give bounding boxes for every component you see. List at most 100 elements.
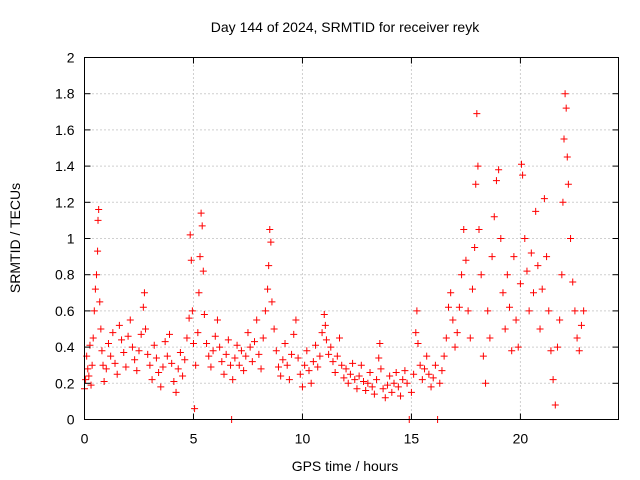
data-point — [556, 316, 564, 324]
data-point — [401, 367, 409, 375]
data-point — [242, 352, 250, 360]
data-point — [376, 339, 384, 347]
data-point — [224, 336, 232, 344]
data-point — [277, 372, 285, 380]
data-point — [364, 379, 372, 387]
data-point — [251, 338, 259, 346]
data-point — [131, 356, 139, 364]
data-point — [561, 90, 569, 98]
data-point — [551, 401, 559, 409]
data-point — [246, 343, 254, 351]
data-point — [231, 354, 239, 362]
y-tick-label: 2 — [67, 50, 75, 66]
data-point — [377, 365, 385, 373]
data-point — [346, 370, 354, 378]
data-point — [559, 198, 567, 206]
data-point — [244, 329, 252, 337]
y-tick-labels: 0 0.2 0.4 0.6 0.8 1 1.2 1.4 1.6 1.8 2 — [55, 50, 75, 428]
data-point — [458, 271, 466, 279]
data-point — [109, 329, 117, 337]
data-point — [264, 285, 272, 293]
data-point — [547, 347, 555, 355]
x-axis-label: GPS time / hours — [292, 458, 399, 474]
data-point — [296, 370, 304, 378]
data-point — [107, 352, 115, 360]
data-point — [168, 359, 176, 367]
data-point — [298, 383, 306, 391]
data-point — [527, 249, 535, 257]
data-point — [403, 379, 411, 387]
data-point — [229, 376, 237, 384]
data-point — [283, 361, 291, 369]
data-point — [425, 370, 433, 378]
data-point — [140, 289, 148, 297]
data-point — [120, 349, 128, 357]
data-point — [327, 343, 335, 351]
data-point — [442, 334, 450, 342]
data-point — [472, 180, 480, 188]
data-point — [503, 271, 511, 279]
data-point — [340, 374, 348, 382]
data-point — [325, 350, 333, 358]
data-points — [81, 90, 588, 423]
data-point — [268, 298, 276, 306]
data-point — [573, 334, 581, 342]
data-point — [318, 329, 326, 337]
data-point — [545, 307, 553, 315]
data-point — [142, 325, 150, 333]
data-point — [124, 332, 132, 340]
data-point — [259, 334, 267, 342]
data-point — [368, 383, 376, 391]
data-point — [484, 307, 492, 315]
data-point — [146, 361, 154, 369]
data-point — [508, 347, 516, 355]
data-point — [94, 216, 102, 224]
data-point — [84, 365, 92, 373]
data-point — [95, 206, 103, 214]
data-point — [199, 267, 207, 275]
data-point — [386, 372, 394, 380]
data-point — [532, 207, 540, 215]
data-point — [534, 262, 542, 270]
data-point — [482, 379, 490, 387]
data-point — [113, 370, 121, 378]
data-point — [198, 222, 206, 230]
data-point — [279, 356, 287, 364]
data-point — [410, 370, 418, 378]
data-point — [139, 303, 147, 311]
data-point — [370, 390, 378, 398]
data-point — [265, 262, 273, 270]
axis-ticks — [84, 57, 619, 420]
data-point — [207, 363, 215, 371]
data-point — [418, 376, 426, 384]
data-point — [194, 329, 202, 337]
data-point — [357, 361, 365, 369]
data-point — [188, 307, 196, 315]
data-point — [521, 235, 529, 242]
data-point — [355, 372, 363, 380]
y-tick-label: 0.2 — [55, 375, 75, 391]
data-point — [222, 350, 230, 358]
data-point — [88, 361, 96, 369]
data-point — [150, 341, 158, 349]
data-point — [436, 379, 444, 387]
data-point — [414, 339, 422, 347]
data-point — [495, 166, 503, 174]
data-point — [392, 368, 400, 376]
data-point — [191, 405, 199, 413]
data-point — [227, 361, 235, 369]
x-tick-labels: 0 5 10 15 20 — [81, 431, 529, 447]
data-point — [91, 285, 99, 293]
x-tick-label: 20 — [513, 431, 529, 447]
data-point — [86, 341, 94, 349]
data-point — [388, 388, 396, 396]
data-point — [421, 365, 429, 373]
data-point — [290, 330, 298, 338]
data-point — [490, 213, 498, 221]
data-point — [189, 339, 197, 347]
data-point — [213, 316, 221, 324]
data-point — [90, 307, 98, 315]
data-point — [479, 352, 487, 360]
data-point — [575, 347, 583, 355]
data-point — [104, 339, 112, 347]
